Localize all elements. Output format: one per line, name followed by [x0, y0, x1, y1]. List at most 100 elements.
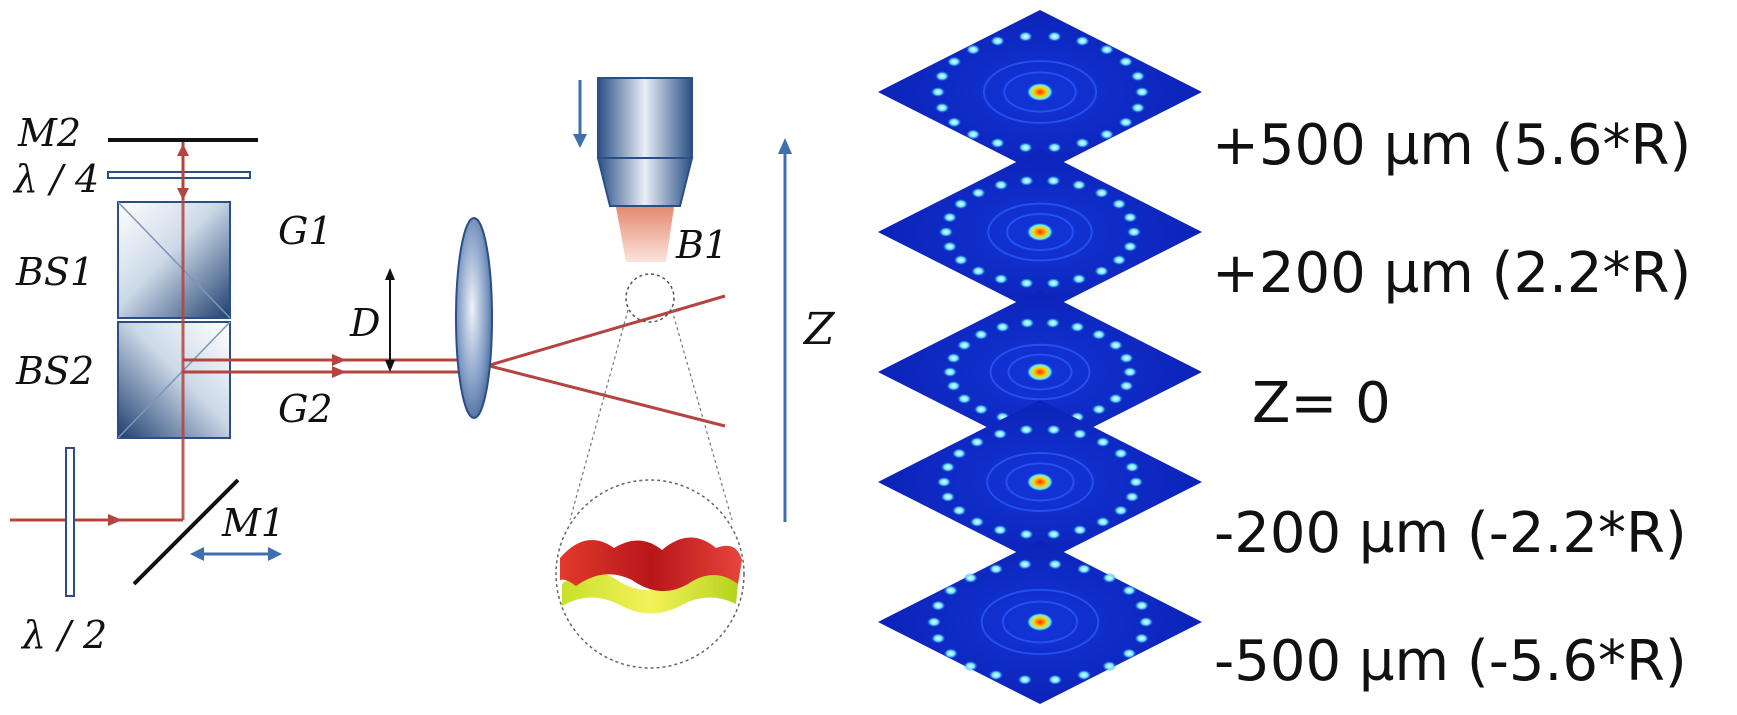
- ring-spot: [1125, 462, 1140, 473]
- beam-g1-arrow: [332, 354, 346, 366]
- ring-spot: [990, 138, 1005, 148]
- bs2-label: BS2: [15, 349, 94, 393]
- quarter-wave-label: λ / 4: [12, 157, 99, 201]
- ring-spot: [1113, 448, 1128, 459]
- inner-ring: [1001, 600, 1079, 644]
- separation-label: D: [349, 301, 380, 345]
- half-wave-plate: [65, 447, 75, 597]
- ring-spot: [1130, 71, 1145, 82]
- interference-surface-red: [560, 537, 742, 592]
- ring-spot: [946, 380, 961, 391]
- zoom-line-right: [671, 309, 733, 521]
- ring-spot: [1094, 187, 1109, 198]
- ring-spot: [1134, 633, 1149, 644]
- plane-label-plus-200: +200 µm (2.2*R): [1212, 241, 1691, 306]
- ring-spot: [1048, 559, 1063, 570]
- inner-ring: [980, 588, 1100, 656]
- ring-spot: [1019, 278, 1034, 289]
- ring-spot: [1091, 404, 1106, 415]
- ring-spot: [1102, 572, 1117, 583]
- central-spot: [1027, 473, 1053, 491]
- ring-spot: [1123, 241, 1138, 252]
- ring-spot: [1122, 585, 1137, 596]
- ring-spot: [927, 617, 941, 627]
- ring-spot: [1045, 318, 1060, 328]
- ring-spot: [995, 322, 1010, 332]
- ring-spot: [1135, 87, 1149, 97]
- ring-spot: [1019, 175, 1034, 186]
- ring-spot: [942, 212, 957, 223]
- z-axis-label: Z: [802, 304, 836, 355]
- ring-spot: [990, 36, 1005, 46]
- intensity-plane-4: [878, 540, 1202, 704]
- bs1-diagonal: [117, 201, 231, 319]
- bs2-diagonal: [117, 321, 231, 439]
- ring-spot: [970, 516, 985, 527]
- objective-light-cone: [616, 207, 674, 262]
- ring-spot: [1122, 648, 1137, 659]
- bs1-label: BS1: [15, 250, 94, 294]
- ring-spot: [989, 564, 1003, 574]
- ring-spot: [1134, 600, 1149, 611]
- ring-spot: [931, 600, 946, 611]
- ring-spot: [1018, 31, 1033, 42]
- ring-spot: [1047, 142, 1062, 153]
- ring-spot: [970, 437, 985, 448]
- intensity-plane-0: [878, 10, 1202, 174]
- ring-spot: [1127, 227, 1141, 237]
- ring-spot: [953, 255, 968, 265]
- ring-spot: [957, 340, 972, 351]
- ring-spot: [994, 274, 1008, 284]
- ring-spot: [942, 241, 957, 252]
- ring-spot: [931, 87, 945, 97]
- beam-g1-crossing: [465, 358, 726, 428]
- intensity-plane-3: [878, 400, 1202, 564]
- ring-spot: [1123, 367, 1137, 377]
- ring-spot: [1048, 674, 1063, 685]
- ring-spot: [1091, 329, 1106, 340]
- ring-spot: [1046, 278, 1061, 289]
- separation-arrow-top: [385, 268, 395, 280]
- intensity-plane-2: [878, 290, 1202, 454]
- ring-spot: [953, 199, 968, 209]
- ring-spot: [963, 661, 978, 672]
- ring-spot: [994, 180, 1008, 190]
- intensity-planes: [878, 10, 1202, 704]
- ring-spot: [1119, 380, 1134, 391]
- intensity-plane-1: [878, 150, 1202, 314]
- mirror-m2-label: M2: [17, 111, 81, 155]
- ring-spot: [1077, 670, 1091, 680]
- ring-spot: [1118, 56, 1133, 67]
- ring-spot: [963, 572, 978, 583]
- inner-ring: [986, 451, 1094, 513]
- plane-label-plus-500: +500 µm (5.6*R): [1212, 113, 1691, 178]
- quarter-wave-plate: [107, 171, 251, 179]
- beam-g2-arrow: [332, 366, 346, 378]
- ring-spot: [937, 477, 951, 487]
- ring-spot: [1077, 564, 1091, 574]
- mirror-m1: [132, 478, 240, 586]
- plane-label-minus-200: -200 µm (-2.2*R): [1214, 501, 1687, 566]
- ring-spot: [939, 227, 953, 237]
- inner-ring: [1006, 212, 1074, 252]
- m1-arrow-left: [190, 547, 204, 561]
- ring-spot: [957, 393, 972, 404]
- ring-spot: [1094, 266, 1109, 277]
- ring-spot: [1018, 142, 1033, 153]
- inner-ring: [987, 202, 1093, 262]
- ring-spot: [1070, 322, 1085, 332]
- central-spot: [1027, 363, 1053, 381]
- inner-ring: [1007, 353, 1073, 391]
- ring-spot: [943, 367, 957, 377]
- ring-spot: [1112, 255, 1127, 265]
- ring-spot: [1102, 661, 1117, 672]
- arrow-head-down: [177, 188, 189, 200]
- ring-spot: [1129, 477, 1143, 487]
- ring-spot: [946, 353, 961, 364]
- objective-arrow-head: [573, 134, 587, 148]
- ring-spot: [1072, 525, 1087, 535]
- ring-spot: [993, 525, 1008, 535]
- ring-spot: [1017, 559, 1032, 570]
- objective-body: [597, 77, 693, 159]
- ring-spot: [1118, 117, 1133, 128]
